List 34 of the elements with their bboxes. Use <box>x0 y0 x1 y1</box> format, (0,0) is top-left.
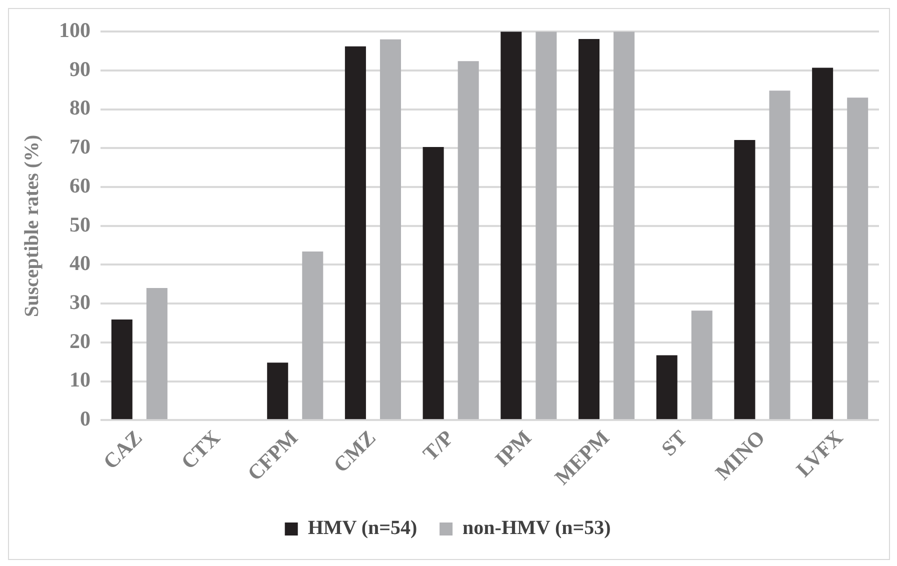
bar <box>458 61 479 420</box>
bar <box>734 140 756 420</box>
y-tick-label: 50 <box>70 212 90 236</box>
bar <box>146 288 168 420</box>
y-tick-label: 80 <box>70 96 90 120</box>
legend-label: non-HMV (n=53) <box>462 517 611 540</box>
bar <box>691 310 712 420</box>
legend-label: HMV (n=54) <box>308 517 418 540</box>
bar <box>847 98 868 420</box>
bar <box>578 38 600 420</box>
bar <box>267 362 288 420</box>
bar <box>302 252 324 420</box>
y-tick-label: 30 <box>70 290 90 314</box>
bar <box>422 147 444 420</box>
y-axis-title: Susceptible rates (%) <box>21 134 44 317</box>
y-tick-label: 10 <box>70 368 90 392</box>
y-tick-label: 20 <box>70 328 90 353</box>
bar <box>769 90 790 420</box>
bar <box>344 46 366 420</box>
x-tick-label: ST <box>656 425 692 461</box>
y-tick-label: 90 <box>70 56 90 81</box>
y-tick-label: 100 <box>59 18 90 42</box>
bar <box>614 32 635 420</box>
bar <box>656 355 678 420</box>
bar <box>500 32 522 420</box>
y-tick-label: 70 <box>70 134 90 159</box>
bar <box>111 320 132 420</box>
bar <box>812 68 834 420</box>
y-tick-label: 60 <box>70 173 90 198</box>
bar <box>536 32 557 420</box>
x-tick-label: T/P <box>418 425 458 466</box>
y-tick-label: 40 <box>70 251 90 276</box>
bar <box>380 39 401 420</box>
y-tick-label: 0 <box>80 406 90 431</box>
